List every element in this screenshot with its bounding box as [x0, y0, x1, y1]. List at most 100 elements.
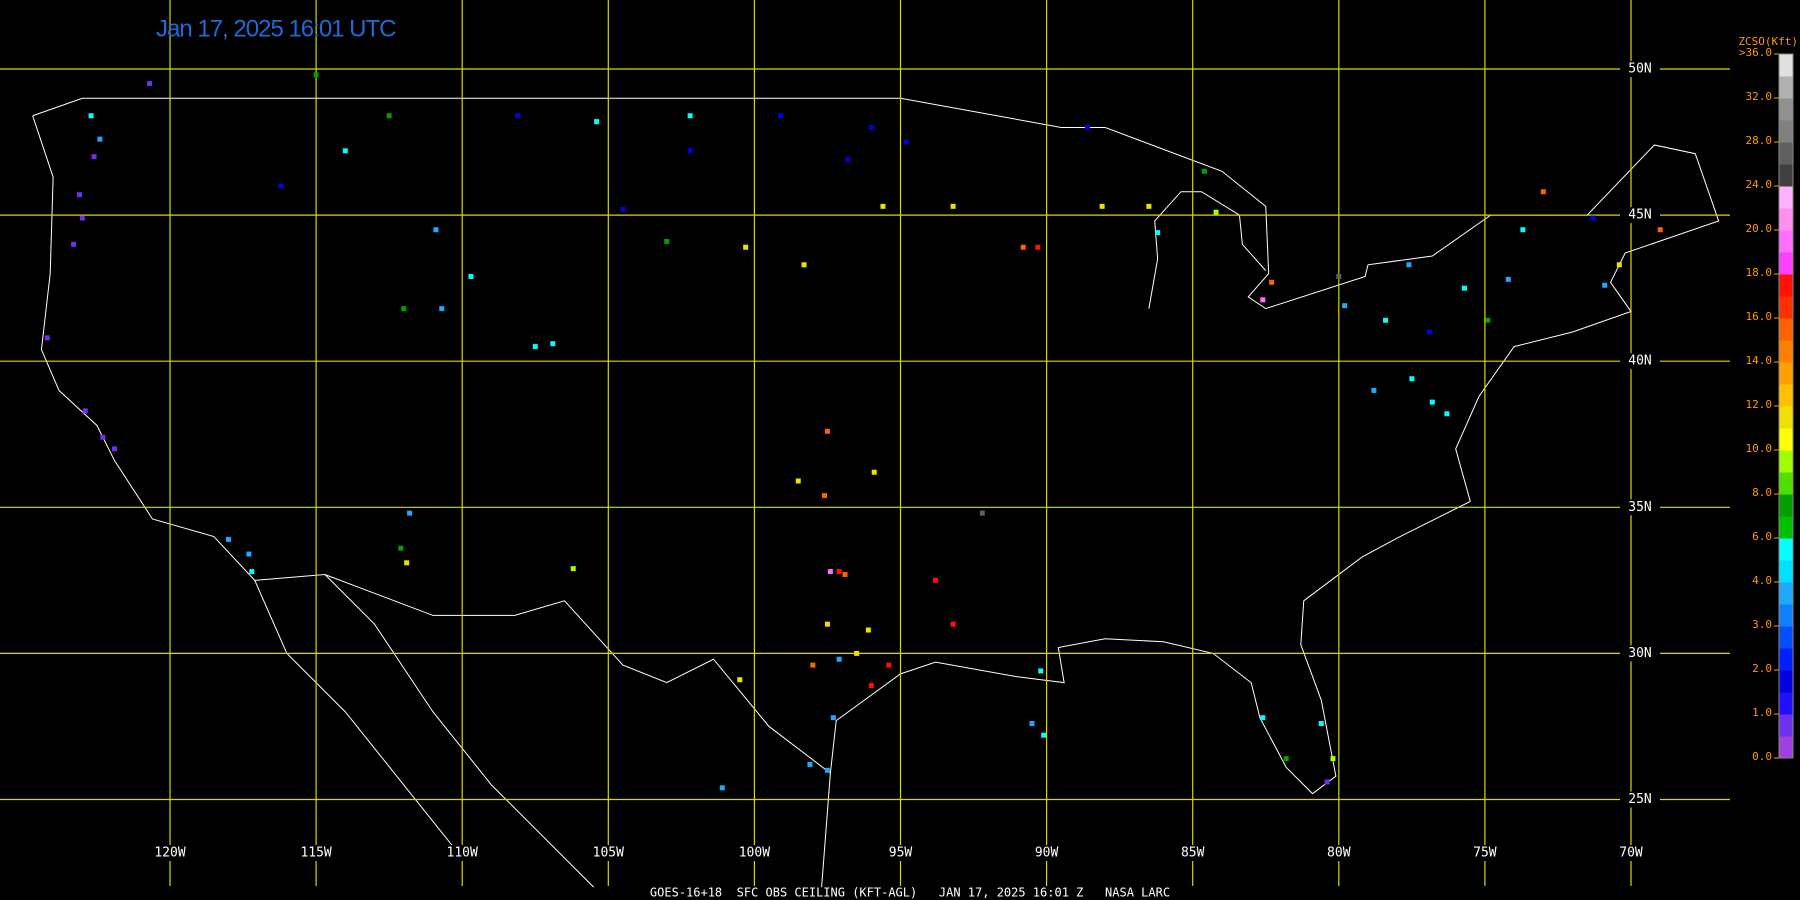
coastline	[32, 97, 1720, 795]
colorbar-segment	[1779, 626, 1793, 649]
colorbar-label: 1.0	[1752, 706, 1772, 719]
station	[91, 154, 97, 160]
station	[1260, 715, 1266, 721]
station	[1657, 227, 1663, 233]
station	[933, 577, 939, 583]
station	[836, 569, 842, 575]
station	[1318, 721, 1324, 727]
colorbar-segment	[1779, 208, 1793, 231]
lon-label: 105W	[593, 846, 624, 861]
station	[854, 650, 860, 656]
station	[830, 715, 836, 721]
colorbar-segment	[1779, 296, 1793, 319]
station	[594, 119, 600, 125]
station	[1213, 209, 1219, 215]
colorbar-segment	[1779, 384, 1793, 407]
colorbar-segment	[1779, 406, 1793, 429]
station	[801, 262, 807, 268]
station	[719, 785, 725, 791]
lon-label: 120W	[154, 846, 185, 861]
station	[810, 662, 816, 668]
station	[532, 344, 538, 350]
colorbar-segment	[1779, 98, 1793, 121]
colorbar-label: 20.0	[1746, 222, 1773, 235]
station	[111, 446, 117, 452]
colorbar-segment	[1779, 648, 1793, 671]
station	[880, 203, 886, 209]
station	[903, 139, 909, 145]
label-bg	[1620, 645, 1660, 662]
label-bg	[440, 845, 485, 861]
colorbar-label: >36.0	[1739, 46, 1772, 59]
lon-label: 100W	[739, 846, 770, 861]
label-bg	[1620, 207, 1660, 224]
colorbar-segment	[1779, 318, 1793, 341]
station	[824, 767, 830, 773]
station	[1342, 303, 1348, 309]
station	[822, 493, 828, 499]
label-bg	[1316, 845, 1361, 861]
label-bg	[294, 845, 339, 861]
label-bg	[1024, 845, 1069, 861]
label-bg	[586, 845, 631, 861]
station	[404, 560, 410, 566]
lat-label: 30N	[1628, 646, 1651, 661]
colorbar-segment	[1779, 582, 1793, 605]
station	[1085, 124, 1091, 130]
lon-label: 115W	[300, 846, 331, 861]
station	[1201, 168, 1207, 174]
station	[737, 677, 743, 683]
colorbar-label: 4.0	[1752, 574, 1772, 587]
station	[1146, 203, 1152, 209]
colorbar-segment	[1779, 428, 1793, 451]
station	[1324, 779, 1330, 785]
station	[1520, 227, 1526, 233]
colorbar-segment	[1779, 516, 1793, 539]
station	[386, 113, 392, 119]
colorbar-segment	[1779, 164, 1793, 187]
colorbar-segment	[1779, 274, 1793, 297]
station	[79, 215, 85, 221]
station	[1283, 756, 1289, 762]
colorbar-segment	[1779, 692, 1793, 715]
station	[342, 148, 348, 154]
station	[97, 136, 103, 142]
station	[824, 621, 830, 627]
station	[433, 227, 439, 233]
station	[1155, 230, 1161, 236]
colorbar-segment	[1779, 560, 1793, 583]
station	[407, 510, 413, 516]
colorbar-label: 14.0	[1746, 354, 1773, 367]
coastline	[254, 580, 463, 859]
station	[1444, 411, 1450, 417]
label-bg	[1170, 845, 1215, 861]
colorbar-label: 8.0	[1752, 486, 1772, 499]
station	[225, 536, 231, 542]
label-bg	[1620, 791, 1660, 808]
station	[1602, 282, 1608, 288]
lat-label: 25N	[1628, 792, 1651, 807]
colorbar-label: 6.0	[1752, 530, 1772, 543]
station	[1035, 244, 1041, 250]
colorbar-label: 10.0	[1746, 442, 1773, 455]
station	[807, 761, 813, 767]
station	[1485, 317, 1491, 323]
lat-label: 40N	[1628, 354, 1651, 369]
colorbar-segment	[1779, 736, 1793, 759]
lon-label: 95W	[889, 846, 913, 861]
footer: GOES-16+18 SFC OBS CEILING (KFT-AGL) JAN…	[650, 886, 1170, 900]
colorbar-segment	[1779, 142, 1793, 165]
label-bg	[1620, 499, 1660, 516]
station	[249, 569, 255, 575]
station	[1371, 387, 1377, 393]
coastline	[821, 773, 831, 888]
colorbar-label: 12.0	[1746, 398, 1773, 411]
station	[778, 113, 784, 119]
station	[827, 569, 833, 575]
station	[1269, 279, 1275, 285]
station	[76, 192, 82, 198]
station	[313, 72, 319, 78]
station	[1020, 244, 1026, 250]
station	[1099, 203, 1105, 209]
